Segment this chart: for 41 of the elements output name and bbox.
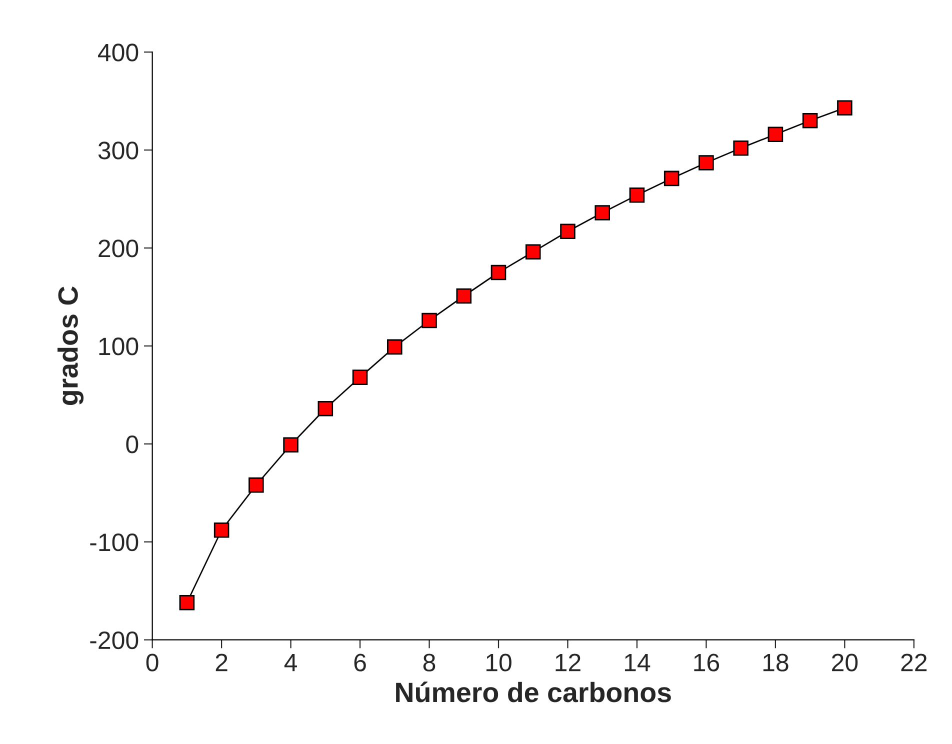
point <box>768 126 784 142</box>
point <box>560 224 576 239</box>
point <box>352 370 368 385</box>
point <box>525 244 541 260</box>
x-tick-label: 22 <box>901 654 927 672</box>
point <box>802 113 818 128</box>
point <box>664 170 680 186</box>
y-tick-label: 200 <box>98 240 138 258</box>
y-tick-label: 0 <box>126 436 138 454</box>
point <box>283 437 298 453</box>
x-tick-label: 6 <box>354 654 366 672</box>
point <box>837 100 852 116</box>
y-tick-label: -200 <box>90 631 138 650</box>
y-axis-title: grados C <box>58 286 84 406</box>
point <box>629 187 645 203</box>
x-tick-label: 4 <box>284 654 298 672</box>
point <box>733 140 748 156</box>
x-tick-label: 18 <box>763 654 788 672</box>
x-tick-label: 14 <box>624 654 650 672</box>
point <box>248 477 264 493</box>
point <box>387 339 402 355</box>
point <box>318 401 334 416</box>
point <box>594 205 610 220</box>
x-tick-label: 12 <box>556 654 580 672</box>
point <box>422 312 437 328</box>
x-tick-label: 10 <box>486 654 512 672</box>
y-tick-label: 100 <box>99 338 138 356</box>
y-tick-label: -100 <box>90 533 138 552</box>
x-tick-label: 20 <box>832 654 858 672</box>
x-tick-label: 2 <box>216 654 228 672</box>
x-tick-label: 0 <box>146 654 158 672</box>
x-axis-title: Número de carbonos <box>396 682 671 702</box>
x-tick-label: 8 <box>423 654 436 672</box>
y-tick-label: 400 <box>98 44 138 62</box>
point <box>456 288 472 304</box>
point <box>214 522 230 538</box>
point <box>179 594 195 610</box>
point <box>490 264 506 280</box>
point <box>698 155 714 170</box>
x-tick-label: 16 <box>694 654 720 672</box>
y-tick-label: 300 <box>98 142 138 160</box>
